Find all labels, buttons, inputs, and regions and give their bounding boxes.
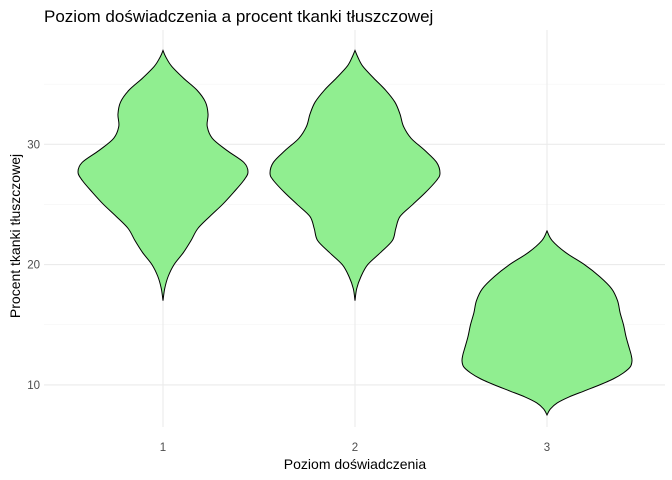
x-tick-label: 2	[352, 442, 358, 454]
x-tick-label: 3	[544, 442, 550, 454]
violins	[77, 49, 633, 416]
violin-level-1	[77, 49, 249, 301]
chart-title: Poziom doświadczenia a procent tkanki tł…	[44, 7, 433, 26]
y-tick-label: 10	[27, 380, 40, 392]
tick-labels: 10 20 30 1 2 3	[27, 139, 550, 454]
y-axis-title: Procent tkanki tłuszczowej	[7, 154, 23, 318]
violin-level-2	[269, 49, 441, 301]
x-axis-title: Poziom doświadczenia	[284, 456, 427, 472]
x-tick-label: 1	[160, 442, 166, 454]
y-tick-label: 30	[27, 139, 40, 151]
y-tick-label: 20	[27, 260, 40, 272]
violin-level-3	[461, 229, 633, 416]
